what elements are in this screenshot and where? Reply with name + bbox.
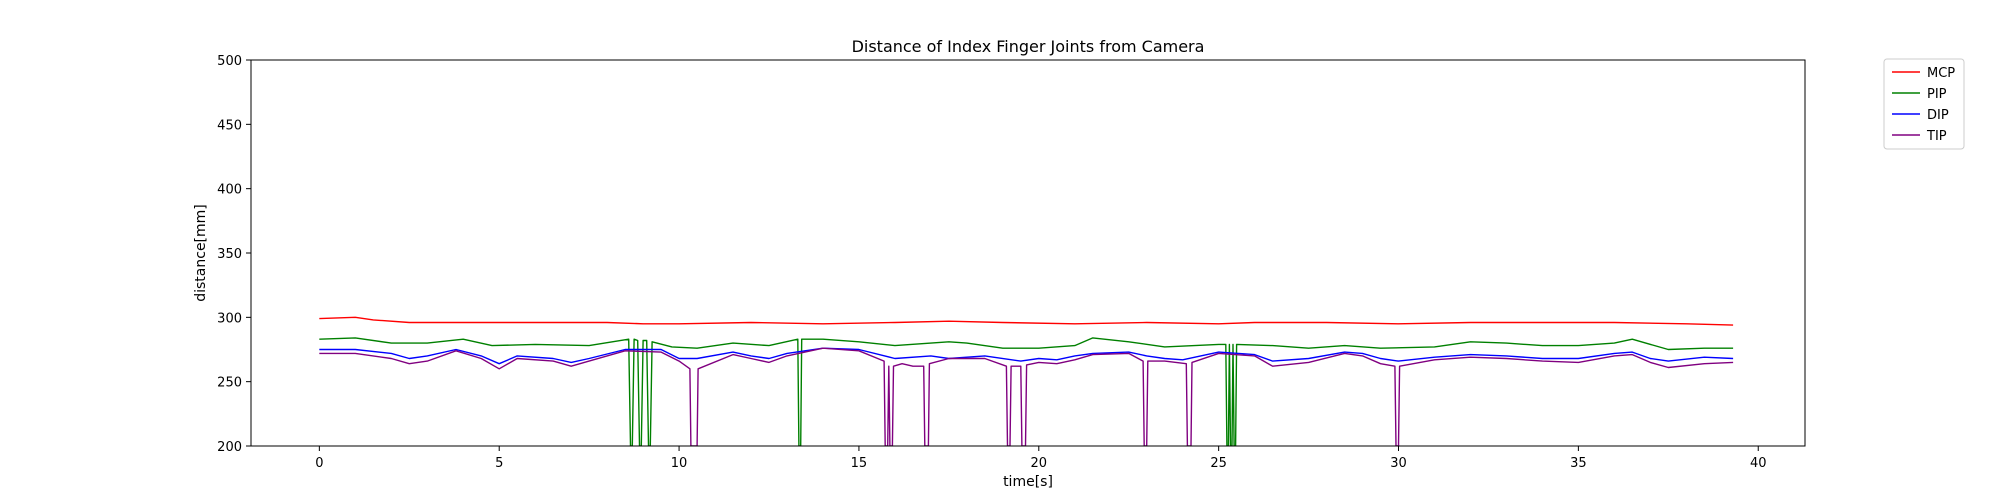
x-tick-label: 0 — [315, 456, 323, 471]
series-line-tip — [319, 347, 1734, 446]
legend-label-mcp: MCP — [1927, 66, 1955, 81]
x-tick-label: 25 — [1210, 456, 1227, 471]
x-tick-label: 30 — [1390, 456, 1407, 471]
x-tick-label: 10 — [671, 456, 688, 471]
x-tick-label: 40 — [1750, 456, 1767, 471]
plot-area-frame — [250, 59, 1806, 447]
legend-label-tip: TIP — [1926, 129, 1947, 144]
y-tick-label: 450 — [217, 118, 242, 133]
series-line-dip — [319, 347, 1734, 365]
y-tick-label: 200 — [217, 440, 242, 455]
x-axis: 0 5 10 15 20 25 30 35 40 — [315, 446, 1767, 471]
x-tick-label: 20 — [1031, 456, 1048, 471]
legend-label-dip: DIP — [1927, 108, 1949, 123]
series-layer — [319, 316, 1734, 446]
y-tick-label: 500 — [217, 54, 242, 69]
chart-title: Distance of Index Finger Joints from Cam… — [852, 37, 1205, 56]
legend-box — [1883, 58, 1965, 150]
y-tick-label: 300 — [217, 311, 242, 326]
x-tick-label: 15 — [851, 456, 868, 471]
series-line-pip — [319, 337, 1734, 446]
y-tick-label: 250 — [217, 376, 242, 391]
y-tick-label: 400 — [217, 183, 242, 198]
legend-label-pip: PIP — [1927, 87, 1947, 102]
x-axis-label: time[s] — [1003, 474, 1053, 490]
y-tick-label: 350 — [217, 247, 242, 262]
y-axis: 200 250 300 350 400 450 500 — [217, 54, 251, 455]
x-tick-label: 5 — [495, 456, 503, 471]
series-line-mcp — [319, 316, 1734, 326]
x-tick-label: 35 — [1570, 456, 1587, 471]
y-axis-label: distance[mm] — [193, 204, 209, 302]
legend: MCP PIP DIP TIP — [1883, 58, 1965, 150]
